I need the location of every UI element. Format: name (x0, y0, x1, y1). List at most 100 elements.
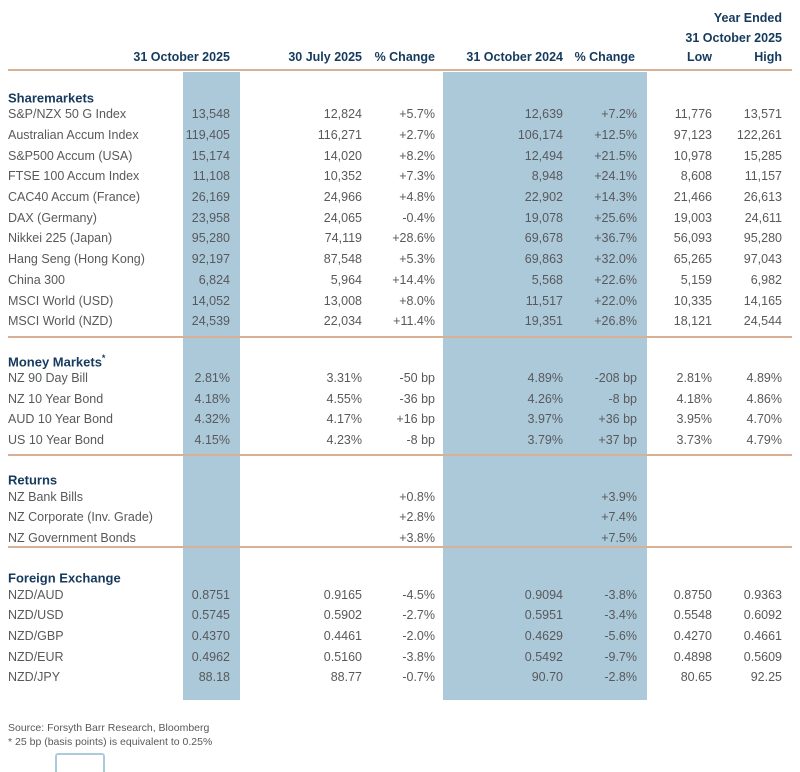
value-30-jul-2025: 24,065 (323, 210, 362, 225)
value-30-jul-2025: 88.77 (330, 670, 362, 685)
value-year-high: 4.89% (746, 370, 782, 385)
clipped-ui-artifact (55, 753, 105, 772)
value-30-jul-2025: 116,271 (317, 128, 362, 143)
value-31-oct-2024: 11,517 (525, 293, 563, 308)
table-row: US 10 Year Bond 4.15% 4.23% -8 bp 3.79% … (8, 430, 792, 451)
table-row: FTSE 100 Accum Index 11,108 10,352 +7.3%… (8, 166, 792, 187)
value-31-oct-2024: 12,639 (524, 107, 563, 122)
value-pct-change-year: +14.3% (594, 190, 637, 205)
value-year-high: 24,611 (744, 210, 782, 225)
row-label: NZ 90 Day Bill (8, 370, 88, 385)
value-pct-change-year: +37 bp (598, 432, 637, 447)
value-31-oct-2025: 24,539 (191, 314, 230, 329)
table-body: Sharemarkets S&P/NZX 50 G Index 13,548 1… (8, 72, 792, 688)
value-31-oct-2025: 11,108 (192, 169, 230, 184)
table-row: MSCI World (NZD) 24,539 22,034 +11.4% 19… (8, 311, 792, 332)
value-31-oct-2024: 4.26% (527, 391, 563, 406)
current-period-column-highlight (183, 72, 240, 700)
table-section: Money Markets* NZ 90 Day Bill 2.81% 3.31… (8, 348, 792, 451)
value-30-jul-2025: 22,034 (323, 314, 362, 329)
value-year-high: 15,285 (743, 148, 782, 163)
value-pct-change-qtr: +16 bp (396, 412, 435, 427)
table-row: MSCI World (USD) 14,052 13,008 +8.0% 11,… (8, 290, 792, 311)
row-label: AUD 10 Year Bond (8, 412, 113, 427)
table-row: S&P/NZX 50 G Index 13,548 12,824 +5.7% 1… (8, 104, 792, 125)
value-pct-change-qtr: -3.8% (402, 649, 435, 664)
row-label: MSCI World (USD) (8, 293, 114, 308)
row-label: NZD/EUR (8, 649, 64, 664)
value-year-low: 0.8750 (673, 587, 712, 602)
table-row: NZ 90 Day Bill 2.81% 3.31% -50 bp 4.89% … (8, 368, 792, 389)
value-pct-change-qtr: +7.3% (399, 169, 435, 184)
value-year-high: 0.5609 (743, 649, 782, 664)
section-title: Sharemarkets (8, 90, 94, 106)
value-31-oct-2024: 0.5492 (524, 649, 563, 664)
value-year-low: 0.4898 (673, 649, 712, 664)
value-31-oct-2025: 95,280 (191, 231, 230, 246)
value-31-oct-2024: 8,948 (531, 169, 563, 184)
value-pct-change-qtr: +4.8% (399, 190, 435, 205)
value-year-low: 10,335 (673, 293, 712, 308)
value-31-oct-2025: 2.81% (194, 370, 230, 385)
value-year-high: 24,544 (743, 314, 782, 329)
value-pct-change-year: +7.2% (601, 107, 637, 122)
table-section: Returns NZ Bank Bills +0.8% +3.9% NZ Cor… (8, 466, 792, 548)
table-row: AUD 10 Year Bond 4.32% 4.17% +16 bp 3.97… (8, 409, 792, 430)
row-label: CAC40 Accum (France) (8, 190, 140, 205)
row-label: S&P/NZX 50 G Index (8, 107, 127, 122)
value-pct-change-qtr: +5.3% (399, 252, 435, 267)
value-pct-change-year: +7.4% (601, 510, 637, 525)
value-pct-change-year: +36.7% (594, 231, 637, 246)
value-pct-change-year: -3.8% (604, 587, 637, 602)
value-31-oct-2025: 0.4962 (191, 649, 230, 664)
row-label: Australian Accum Index (8, 128, 139, 143)
row-label: NZD/AUD (8, 587, 64, 602)
value-31-oct-2024: 22,902 (524, 190, 563, 205)
row-label: Hang Seng (Hong Kong) (8, 252, 145, 267)
value-year-high: 4.70% (746, 412, 782, 427)
value-30-jul-2025: 87,548 (323, 252, 362, 267)
value-year-low: 18,121 (673, 314, 712, 329)
row-label: NZ Corporate (Inv. Grade) (8, 510, 153, 525)
value-31-oct-2024: 0.4629 (524, 629, 563, 644)
value-year-low: 11,776 (674, 107, 712, 122)
table-row: NZD/USD 0.5745 0.5902 -2.7% 0.5951 -3.4%… (8, 605, 792, 626)
value-pct-change-year: +26.8% (594, 314, 637, 329)
value-year-high: 95,280 (743, 231, 782, 246)
value-31-oct-2025: 4.15% (194, 432, 230, 447)
row-label: NZ Bank Bills (8, 489, 84, 504)
value-pct-change-qtr: +14.4% (392, 272, 435, 287)
row-label: DAX (Germany) (8, 210, 97, 225)
value-pct-change-qtr: +3.8% (399, 531, 435, 546)
value-31-oct-2024: 19,351 (524, 314, 563, 329)
value-pct-change-year: +22.0% (594, 293, 637, 308)
value-pct-change-year: +25.6% (594, 210, 637, 225)
value-30-jul-2025: 0.5160 (323, 649, 362, 664)
sharemarkets-divider-line (8, 336, 792, 338)
value-30-jul-2025: 5,964 (330, 272, 362, 287)
value-31-oct-2025: 14,052 (191, 293, 230, 308)
value-31-oct-2024: 4.89% (527, 370, 563, 385)
value-year-low: 19,003 (673, 210, 712, 225)
value-31-oct-2024: 69,863 (524, 252, 563, 267)
value-30-jul-2025: 4.23% (326, 432, 362, 447)
value-year-low: 0.4270 (673, 629, 712, 644)
column-header-30-july-2025: 30 July 2025 (288, 50, 362, 64)
value-year-high: 97,043 (743, 252, 782, 267)
column-header-pct-change-2: % Change (574, 50, 635, 64)
table-row: NZD/JPY 88.18 88.77 -0.7% 90.70 -2.8% 80… (8, 667, 792, 688)
value-pct-change-qtr: -8 bp (406, 432, 436, 447)
row-label: NZ Government Bonds (8, 531, 136, 546)
row-label: NZD/JPY (8, 670, 61, 685)
value-pct-change-year: +12.5% (594, 128, 637, 143)
row-label: FTSE 100 Accum Index (8, 169, 140, 184)
value-31-oct-2025: 119,405 (185, 128, 230, 143)
column-header-31-october-2024: 31 October 2024 (466, 50, 563, 64)
value-30-jul-2025: 4.55% (326, 391, 362, 406)
value-year-low: 65,265 (673, 252, 712, 267)
value-year-low: 80.65 (680, 670, 712, 685)
column-header-31-october-2025: 31 October 2025 (133, 50, 230, 64)
value-pct-change-qtr: -36 bp (399, 391, 435, 406)
value-year-low: 56,093 (673, 231, 712, 246)
column-header-high: High (754, 50, 782, 64)
